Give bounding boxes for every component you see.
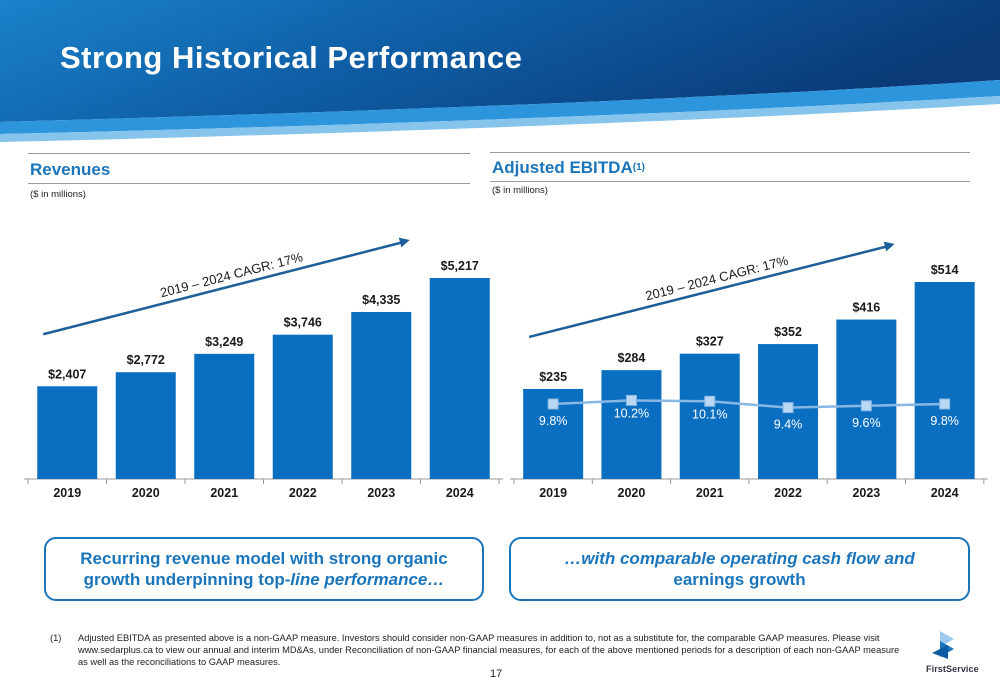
cagr-arrowhead [883,241,895,252]
bar-value-label: $284 [618,351,646,365]
bar-2021 [194,353,255,479]
revenues-callout: Recurring revenue model with strong orga… [44,537,484,601]
x-tick-label: 2021 [696,486,724,500]
ebitda-heading-footnote-ref: (1) [632,162,645,173]
ebitda-units: ($ in millions) [492,185,548,196]
cagr-arrowhead [398,237,410,248]
bar-value-label: $5,217 [441,259,479,273]
revenues-top-rule [28,153,470,154]
ebitda-callout: …with comparable operating cash flow and… [509,537,970,601]
revenues-bar-chart: $2,407 2019 $2,772 2020 $3,249 2021 $3,746 2022… [24,237,503,500]
bar-value-label: $235 [539,370,567,384]
bar-2023 [836,319,897,479]
ebitda-heading-text: Adjusted EBITDA [492,158,633,177]
bar-value-label: $3,746 [284,316,322,330]
bar-2024 [914,282,975,479]
bar-value-label: $352 [774,325,802,339]
ebitda-bottom-rule [490,181,970,182]
footnote-mark: (1) [50,633,62,643]
bar-2020 [115,372,176,479]
margin-point-2019 [547,398,559,410]
page-title: Strong Historical Performance [60,40,523,75]
margin-label: 9.8% [930,414,959,428]
x-tick-label: 2019 [53,486,81,500]
cagr-arrow-line [42,240,405,336]
cagr-label: 2019 – 2024 CAGR: 17% [158,249,304,300]
margin-series-line [553,399,945,409]
revenues-callout-line2a: growth underpinning top- [83,570,291,589]
x-tick-label: 2019 [539,486,567,500]
margin-point-2020 [625,394,637,406]
margin-point-2024 [939,398,951,410]
margin-label: 9.4% [774,418,803,432]
bar-value-label: $327 [696,335,724,349]
revenues-callout-line1: Recurring revenue model with strong orga… [80,549,448,568]
bar-value-label: $2,772 [127,353,165,367]
page-number: 17 [490,668,503,680]
bar-2019 [37,386,98,479]
x-tick-label: 2022 [289,486,317,500]
cagr-label: 2019 – 2024 CAGR: 17% [644,253,790,304]
margin-label: 9.8% [539,414,568,428]
ebitda-top-rule [490,152,970,153]
x-tick-label: 2020 [618,486,646,500]
ebitda-bar-chart: $235 2019 $284 2020 $327 2021 $352 2022 $416 2023… [510,241,988,500]
x-tick-label: 2020 [132,486,160,500]
firstservice-logo-icon [932,631,954,659]
x-tick-label: 2023 [852,486,880,500]
revenues-heading: Revenues [30,160,111,179]
ebitda-callout-line1: …with comparable operating cash flow and [564,549,915,568]
margin-point-2023 [860,400,872,412]
bar-2020 [601,370,662,479]
margin-label: 10.1% [692,407,727,421]
bar-2024 [429,278,490,479]
revenues-bottom-rule [28,183,470,184]
bar-value-label: $3,249 [205,335,243,349]
bar-value-label: $4,335 [362,293,400,307]
x-tick-label: 2022 [774,486,802,500]
margin-label: 9.6% [852,416,881,430]
x-tick-label: 2021 [210,486,238,500]
header-banner [0,0,1000,142]
x-tick-label: 2024 [931,486,959,500]
margin-label: 10.2% [614,406,649,420]
cagr-arrow-line [528,244,889,339]
ebitda-callout-line2: earnings growth [673,570,806,589]
bar-value-label: $416 [852,301,880,315]
x-tick-label: 2023 [367,486,395,500]
margin-point-2022 [782,402,794,414]
bar-value-label: $514 [931,263,959,277]
ebitda-heading: Adjusted EBITDA(1) [492,158,645,178]
footnote-text: Adjusted EBITDA as presented above is a … [78,633,900,667]
bar-2022 [272,334,333,479]
margin-point-2021 [704,395,716,407]
revenues-units: ($ in millions) [30,189,86,200]
brand-name: FirstService [926,664,979,674]
bar-value-label: $2,407 [48,367,86,381]
x-tick-label: 2024 [446,486,474,500]
revenues-callout-line2b: line performance… [290,570,445,589]
bar-2023 [351,311,412,479]
bar-2021 [679,353,740,479]
